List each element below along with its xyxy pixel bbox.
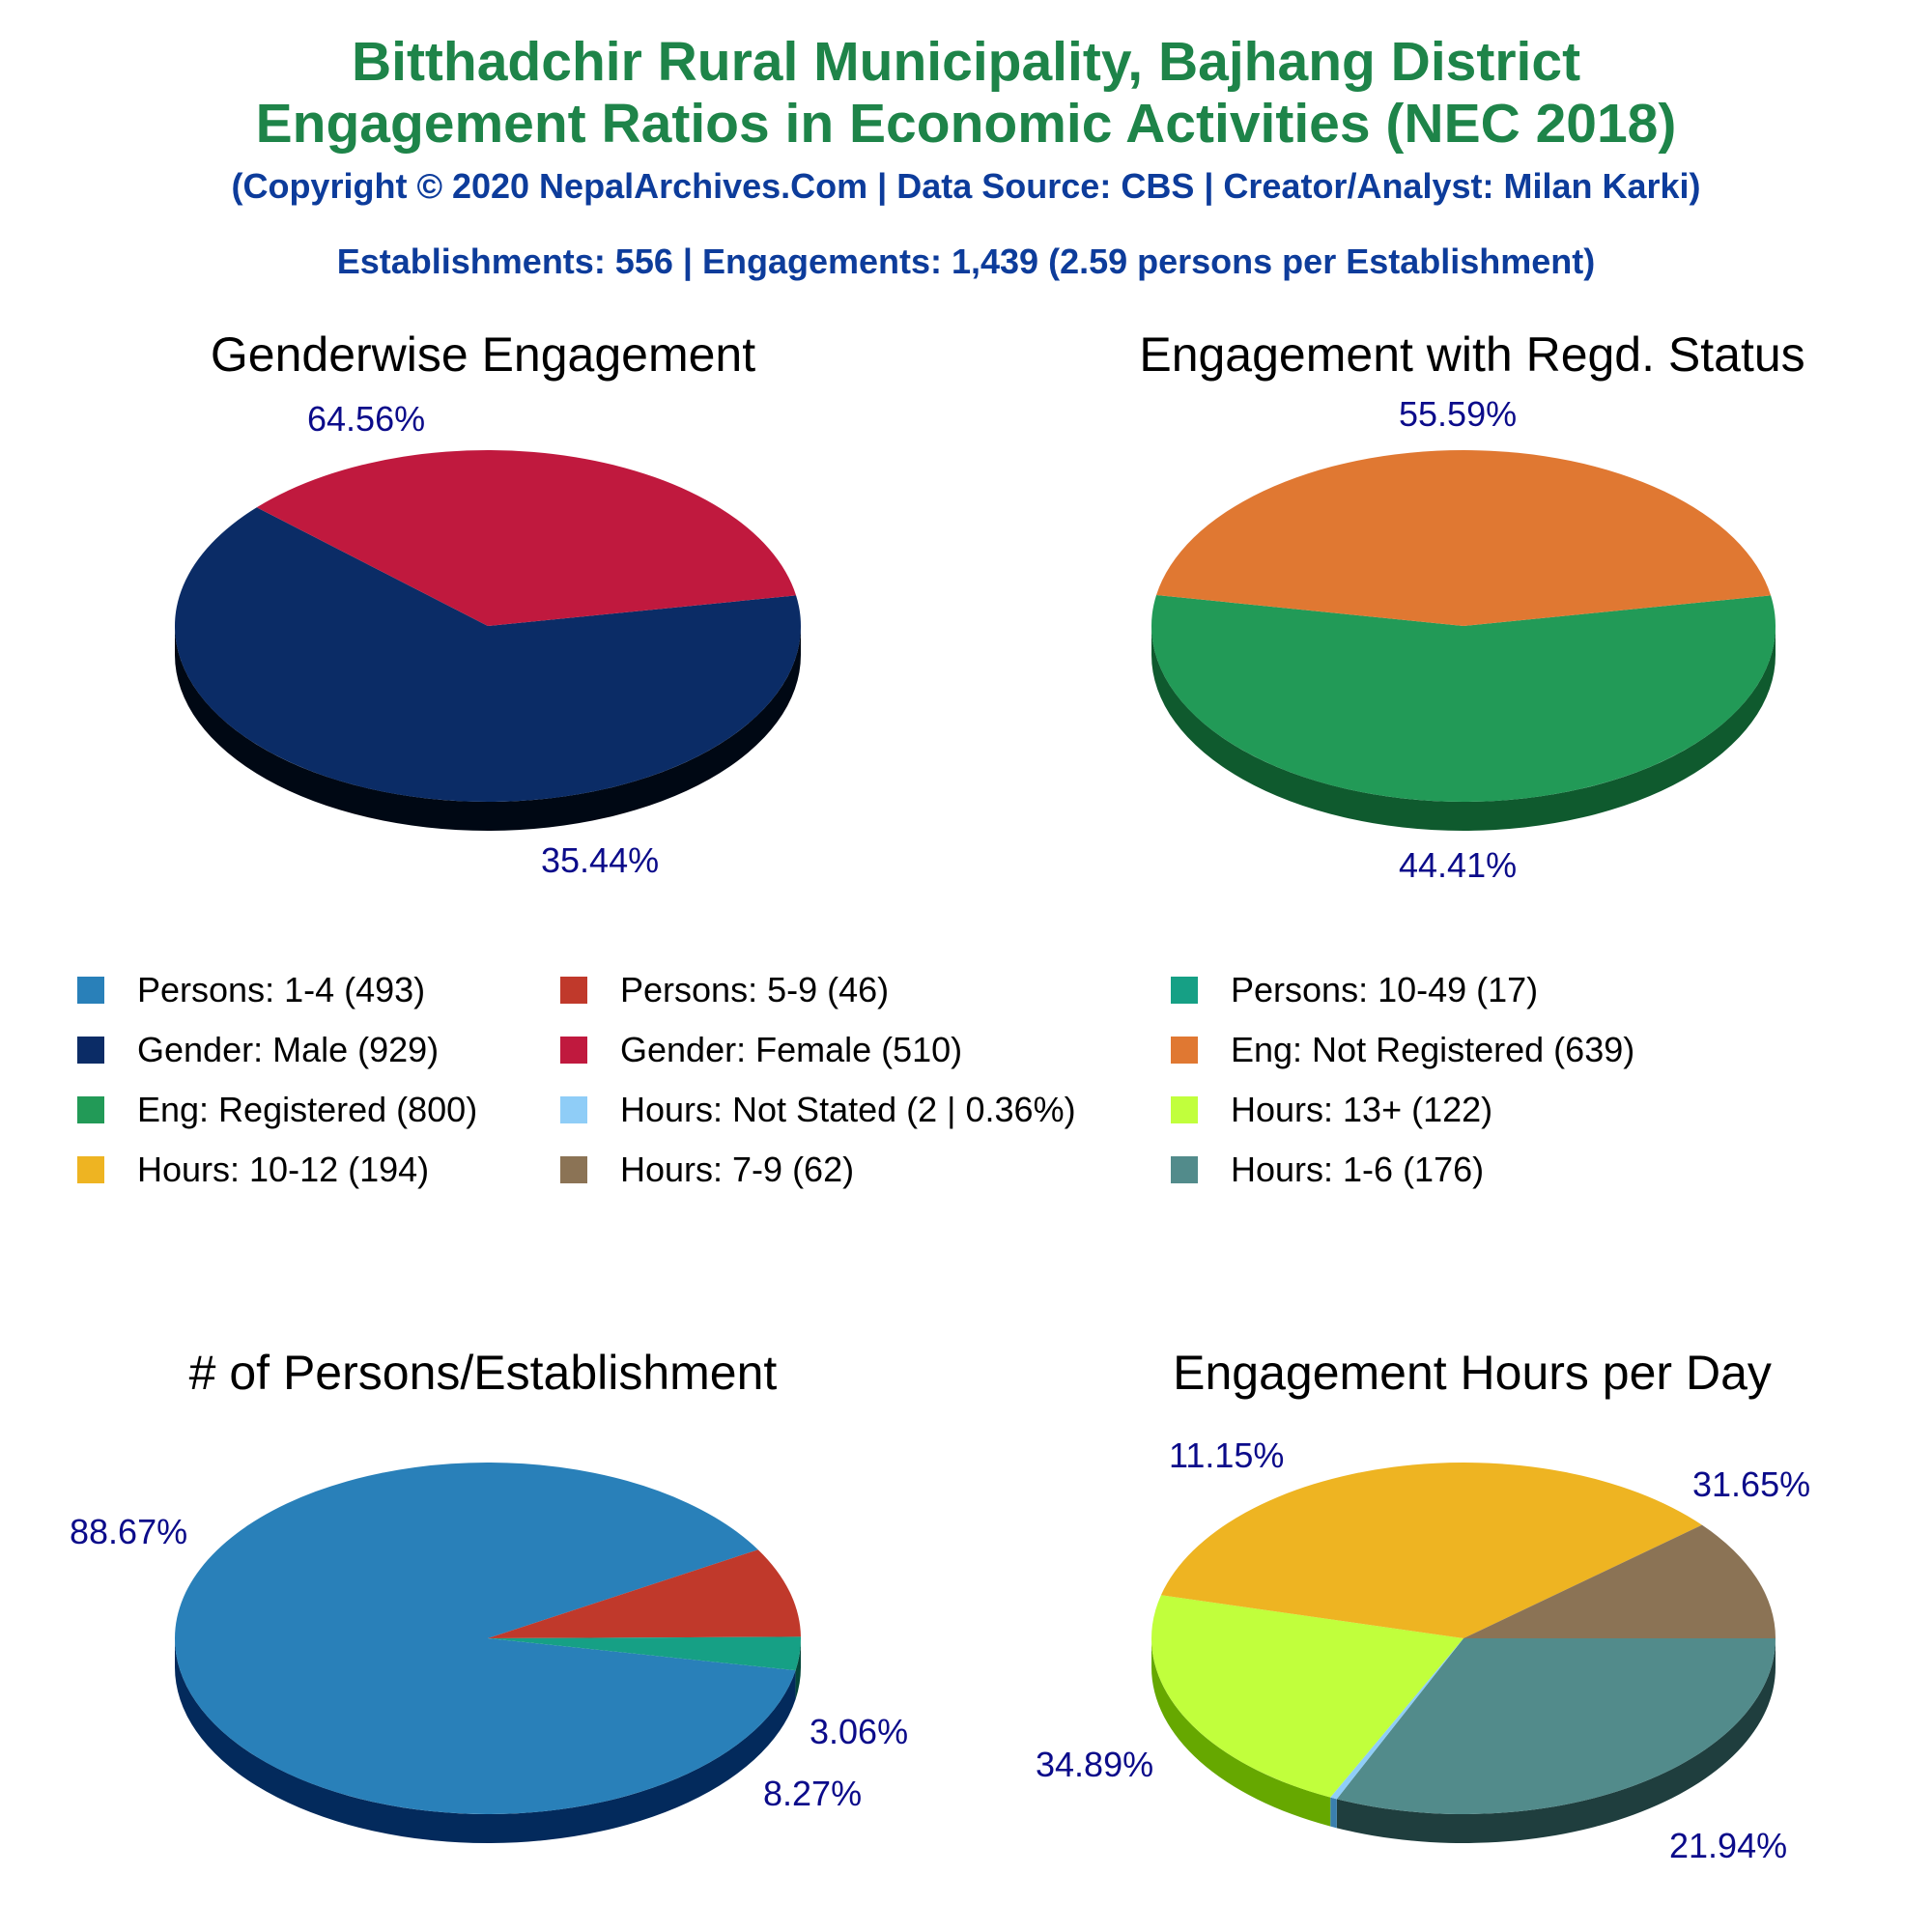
legend-label: Persons: 5-9 (46)	[620, 970, 890, 1009]
legend-item: Eng: Not Registered (639)	[1171, 1030, 1634, 1070]
pie-slice-hours-7-9	[1463, 1524, 1776, 1638]
legend-swatch	[1171, 1096, 1198, 1123]
pie-side-persons-10-49	[795, 1638, 801, 1700]
legend-label: Hours: 13+ (122)	[1231, 1090, 1493, 1129]
legend-label: Gender: Female (510)	[620, 1030, 963, 1069]
legend-swatch	[1171, 977, 1198, 1004]
pct-label-hours-7-9: 11.15%	[1169, 1435, 1285, 1475]
legend-label: Hours: 10-12 (194)	[137, 1150, 430, 1189]
pct-label-female: 35.44%	[541, 840, 660, 880]
pie-slice-persons-10-49	[488, 1636, 801, 1671]
pie-slice-persons-5-9	[488, 1549, 801, 1638]
legend-swatch	[1171, 1037, 1198, 1064]
main-title-line-2: Engagement Ratios in Economic Activities…	[255, 93, 1677, 155]
legend-item: Persons: 5-9 (46)	[560, 970, 889, 1010]
legend-label: Hours: Not Stated (2 | 0.36%)	[620, 1090, 1076, 1129]
pie-side-hours-13-	[1151, 1638, 1331, 1827]
pie-slice-hours-10-12	[1160, 1463, 1702, 1638]
pct-label-hours-1-6: 31.65%	[1692, 1464, 1811, 1504]
legend-item: Hours: 13+ (122)	[1171, 1090, 1492, 1130]
pie-slice-gender-female	[256, 450, 797, 626]
chart-title-persons: # of Persons/Establishment	[188, 1346, 778, 1400]
legend-swatch	[77, 1096, 104, 1123]
pie-side-persons-1-4	[175, 1638, 796, 1843]
pct-label-registered: 55.59%	[1399, 394, 1518, 434]
pie-slice-gender-male	[174, 507, 801, 803]
pie-side-hours-1-6	[1336, 1638, 1776, 1844]
pie-slice-hours-13-	[1151, 1595, 1463, 1798]
legend-item: Gender: Female (510)	[560, 1030, 962, 1070]
pct-label-hours-13plus: 21.94%	[1669, 1826, 1788, 1865]
chart-title-gender: Genderwise Engagement	[210, 327, 756, 382]
pct-label-persons-1-4: 88.67%	[70, 1512, 188, 1551]
legend-swatch	[560, 1096, 587, 1123]
pie-slice-eng-not-registered	[1156, 450, 1772, 626]
copyright-line: (Copyright © 2020 NepalArchives.Com | Da…	[231, 166, 1701, 206]
legend-label: Eng: Not Registered (639)	[1231, 1030, 1635, 1069]
legend-swatch	[560, 977, 587, 1004]
summary-line: Establishments: 556 | Engagements: 1,439…	[336, 242, 1596, 281]
legend-item: Hours: Not Stated (2 | 0.36%)	[560, 1090, 1076, 1130]
legend-item: Hours: 10-12 (194)	[77, 1150, 429, 1190]
pct-label-persons-5-9: 8.27%	[763, 1774, 863, 1813]
legend-swatch	[1171, 1156, 1198, 1183]
pct-label-persons-10-49: 3.06%	[810, 1712, 909, 1751]
legend-item: Eng: Registered (800)	[77, 1090, 477, 1130]
legend-item: Hours: 1-6 (176)	[1171, 1150, 1484, 1190]
pie-slice-hours-not-stated	[1330, 1638, 1463, 1800]
pie-side-hours-not-stated	[1330, 1797, 1337, 1829]
legend-item: Hours: 7-9 (62)	[560, 1150, 854, 1190]
pie-slice-hours-1-6	[1336, 1638, 1776, 1814]
legend-item: Gender: Male (929)	[77, 1030, 439, 1070]
pie-slice-eng-registered	[1151, 594, 1776, 802]
main-title-line-1: Bitthadchir Rural Municipality, Bajhang …	[351, 31, 1581, 93]
chart-title-registration: Engagement with Regd. Status	[1139, 327, 1805, 382]
legend-label: Gender: Male (929)	[137, 1030, 440, 1069]
legend-swatch	[77, 1156, 104, 1183]
legend-swatch	[77, 1037, 104, 1064]
legend-swatch	[560, 1037, 587, 1064]
legend-item: Persons: 1-4 (493)	[77, 970, 425, 1010]
pie-slice-persons-1-4	[174, 1463, 796, 1815]
chart-title-hours: Engagement Hours per Day	[1173, 1346, 1772, 1400]
legend-label: Eng: Registered (800)	[137, 1090, 478, 1129]
pie-side-gender-male	[175, 626, 801, 831]
pct-label-hours-10-12: 34.89%	[1036, 1745, 1154, 1784]
legend-label: Persons: 10-49 (17)	[1231, 970, 1539, 1009]
legend-item: Persons: 10-49 (17)	[1171, 970, 1538, 1010]
legend-swatch	[77, 977, 104, 1004]
pct-label-male: 64.56%	[307, 399, 426, 439]
legend-label: Hours: 7-9 (62)	[620, 1150, 855, 1189]
pie-side-eng-registered	[1151, 626, 1776, 831]
legend-swatch	[560, 1156, 587, 1183]
legend-label: Hours: 1-6 (176)	[1231, 1150, 1485, 1189]
pct-label-not-registered: 44.41%	[1399, 845, 1518, 885]
legend-label: Persons: 1-4 (493)	[137, 970, 426, 1009]
